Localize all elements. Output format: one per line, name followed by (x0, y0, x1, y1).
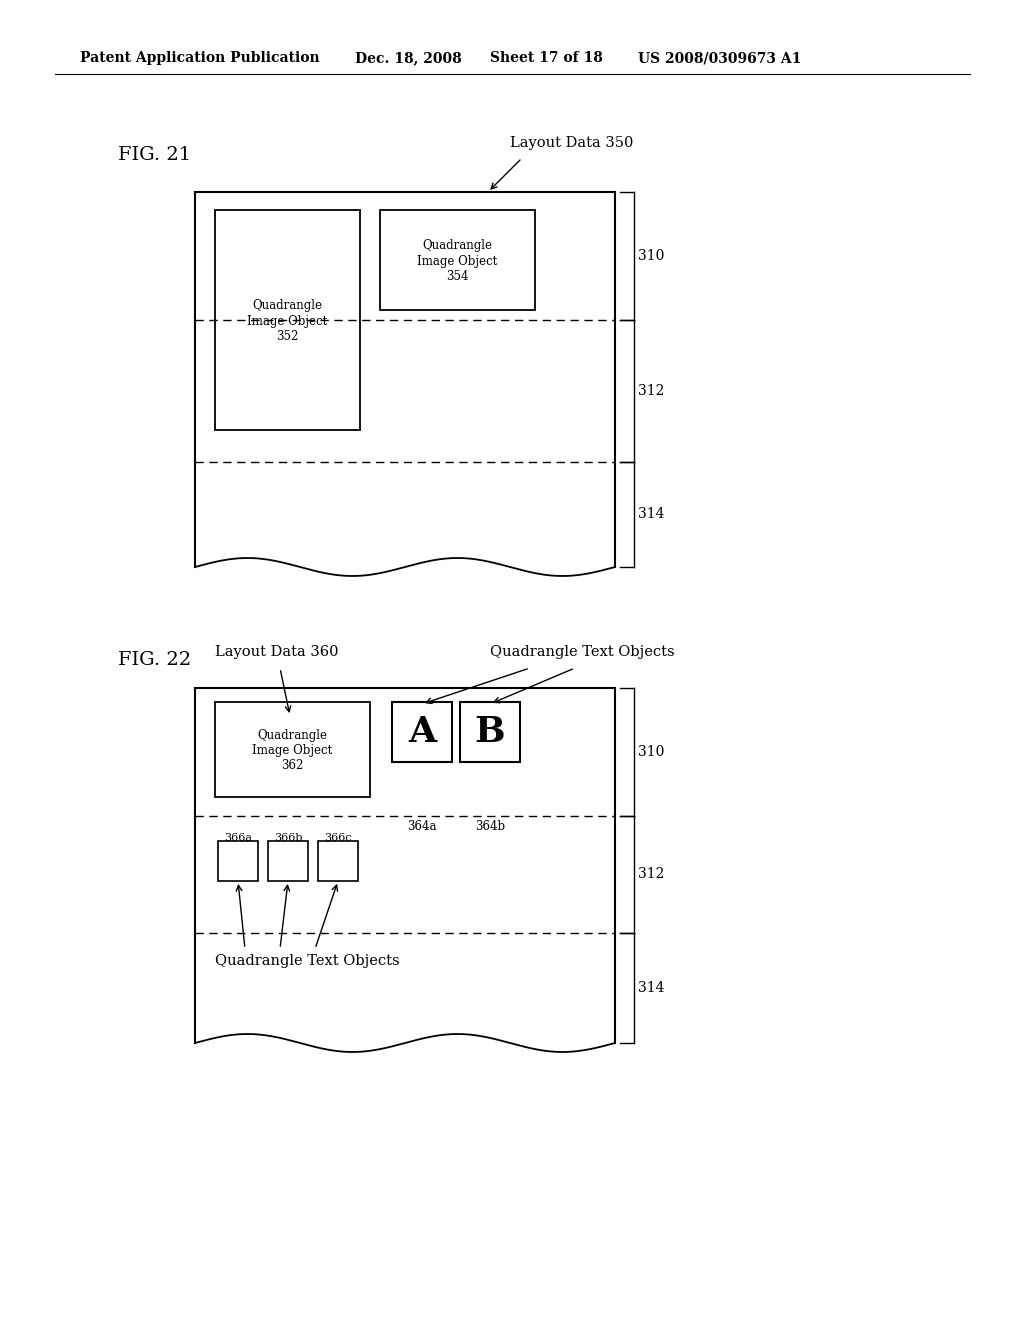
Text: FIG. 21: FIG. 21 (118, 147, 191, 164)
Text: Layout Data 360: Layout Data 360 (215, 645, 339, 659)
Text: Image Object: Image Object (252, 744, 333, 756)
Text: 366c: 366c (325, 833, 352, 843)
Text: 310: 310 (638, 249, 665, 263)
Bar (392, 702, 452, 762)
Bar (218, 841, 258, 880)
Text: Quadrangle: Quadrangle (257, 729, 328, 742)
Text: Quadrangle Text Objects: Quadrangle Text Objects (215, 954, 399, 968)
Text: 314: 314 (638, 981, 665, 995)
Text: 366a: 366a (224, 833, 252, 843)
Text: FIG. 22: FIG. 22 (118, 651, 191, 669)
Bar (380, 210, 535, 310)
Text: Quadrangle Text Objects: Quadrangle Text Objects (490, 645, 675, 659)
Text: B: B (475, 715, 505, 748)
Text: 312: 312 (638, 384, 665, 399)
Text: 366b: 366b (273, 833, 302, 843)
Text: Image Object: Image Object (418, 255, 498, 268)
Bar (460, 702, 520, 762)
Text: 314: 314 (638, 507, 665, 521)
Text: Dec. 18, 2008: Dec. 18, 2008 (355, 51, 462, 65)
Bar (215, 210, 360, 430)
Text: 364a: 364a (408, 820, 437, 833)
Text: 362: 362 (282, 759, 304, 772)
Text: Quadrangle: Quadrangle (253, 300, 323, 313)
Text: Image Object: Image Object (248, 314, 328, 327)
Text: 364b: 364b (475, 820, 505, 833)
Text: 354: 354 (446, 269, 469, 282)
Text: Sheet 17 of 18: Sheet 17 of 18 (490, 51, 603, 65)
Bar (215, 702, 370, 797)
Text: Layout Data 350: Layout Data 350 (510, 136, 634, 150)
Bar (268, 841, 308, 880)
Text: US 2008/0309673 A1: US 2008/0309673 A1 (638, 51, 802, 65)
Text: 312: 312 (638, 867, 665, 882)
Text: Patent Application Publication: Patent Application Publication (80, 51, 319, 65)
Text: 352: 352 (276, 330, 299, 342)
Bar (318, 841, 358, 880)
Text: 310: 310 (638, 744, 665, 759)
Text: Quadrangle: Quadrangle (423, 239, 493, 252)
Text: A: A (408, 715, 436, 748)
